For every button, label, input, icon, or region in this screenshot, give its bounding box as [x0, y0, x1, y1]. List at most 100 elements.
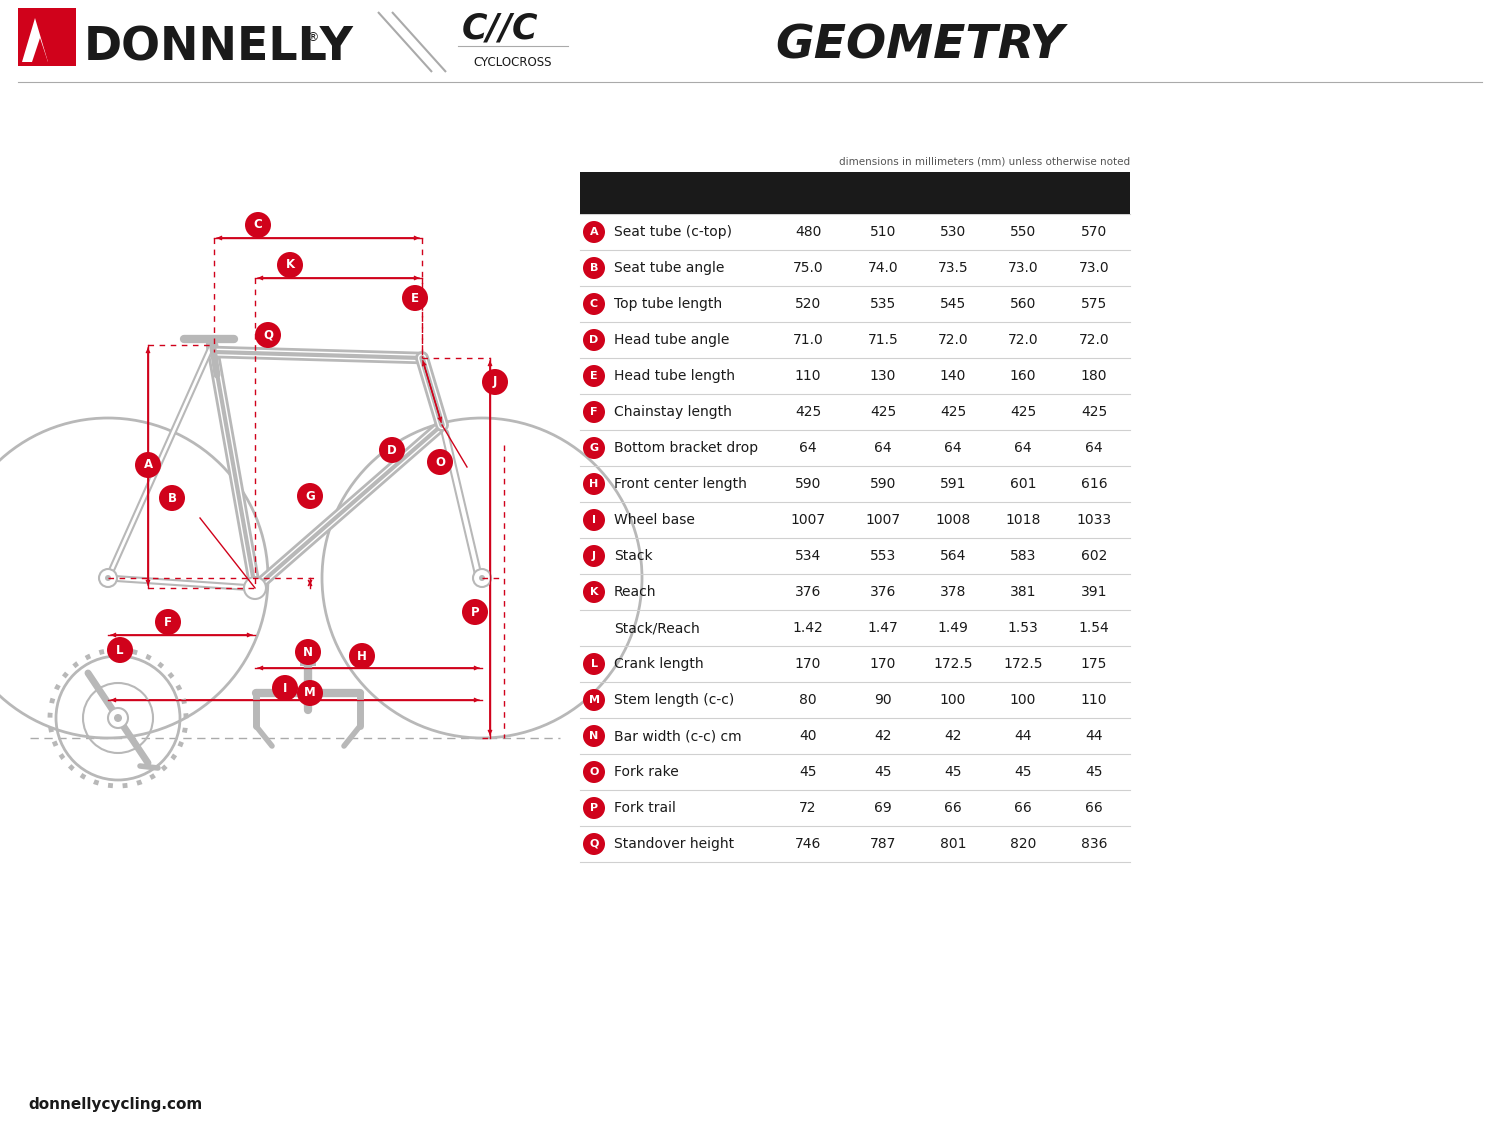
Text: DONNELLY: DONNELLY: [84, 25, 354, 70]
Text: Seat tube angle: Seat tube angle: [614, 261, 724, 275]
Text: 553: 553: [870, 549, 895, 563]
Text: 391: 391: [1080, 585, 1107, 599]
Circle shape: [108, 708, 128, 728]
Text: 160: 160: [1010, 369, 1036, 382]
Text: 71.0: 71.0: [792, 333, 824, 347]
Circle shape: [135, 452, 160, 478]
Text: M: M: [588, 695, 600, 705]
Circle shape: [472, 569, 490, 587]
Text: 381: 381: [1010, 585, 1036, 599]
Circle shape: [114, 714, 122, 722]
Text: B: B: [590, 263, 598, 274]
Text: L: L: [1017, 184, 1029, 202]
Text: 75.0: 75.0: [792, 261, 824, 275]
Text: Q: Q: [262, 328, 273, 342]
Text: 64: 64: [1014, 442, 1032, 455]
Text: 73.5: 73.5: [938, 261, 969, 275]
Text: L: L: [591, 659, 597, 669]
Text: M: M: [304, 687, 316, 699]
Circle shape: [255, 322, 280, 348]
Text: 72.0: 72.0: [938, 333, 969, 347]
Text: K: K: [590, 587, 598, 597]
Circle shape: [584, 365, 604, 387]
Polygon shape: [32, 37, 48, 62]
Text: Fork rake: Fork rake: [614, 765, 678, 779]
Text: Front center length: Front center length: [614, 477, 747, 491]
Circle shape: [584, 545, 604, 568]
Text: Seat tube (c-top): Seat tube (c-top): [614, 225, 732, 239]
Text: 535: 535: [870, 297, 895, 311]
Circle shape: [584, 689, 604, 711]
Text: 376: 376: [870, 585, 895, 599]
Circle shape: [584, 797, 604, 819]
Text: 172.5: 172.5: [1004, 657, 1042, 671]
Circle shape: [427, 449, 453, 476]
Circle shape: [297, 484, 322, 508]
Text: H: H: [357, 649, 368, 663]
Text: 64: 64: [874, 442, 892, 455]
Text: 64: 64: [1084, 442, 1102, 455]
Text: 44: 44: [1014, 729, 1032, 743]
Text: P: P: [471, 605, 480, 619]
Circle shape: [296, 639, 321, 665]
Text: 530: 530: [940, 225, 966, 239]
Text: 45: 45: [800, 765, 816, 779]
Circle shape: [350, 644, 375, 669]
Text: GEOMETRY: GEOMETRY: [776, 24, 1065, 68]
Text: 1.54: 1.54: [1078, 621, 1110, 634]
Text: Head tube angle: Head tube angle: [614, 333, 729, 347]
Text: 130: 130: [870, 369, 895, 382]
Text: 425: 425: [1082, 405, 1107, 419]
Text: O: O: [590, 767, 598, 777]
Text: 550: 550: [1010, 225, 1036, 239]
Text: ®: ®: [306, 32, 318, 44]
Text: 172.5: 172.5: [933, 657, 972, 671]
Text: 425: 425: [795, 405, 820, 419]
Text: K: K: [285, 259, 294, 271]
Text: 820: 820: [1010, 836, 1036, 851]
Text: 140: 140: [940, 369, 966, 382]
Circle shape: [482, 369, 508, 395]
Text: 45: 45: [1084, 765, 1102, 779]
Text: 534: 534: [795, 549, 820, 563]
Text: Crank length: Crank length: [614, 657, 704, 671]
Circle shape: [244, 577, 266, 599]
Text: CYCLOCROSS: CYCLOCROSS: [474, 56, 552, 68]
Text: F: F: [164, 615, 172, 629]
Circle shape: [584, 401, 604, 423]
Circle shape: [154, 609, 182, 634]
Text: 66: 66: [1014, 801, 1032, 815]
Text: 175: 175: [1082, 657, 1107, 671]
Text: donnellycycling.com: donnellycycling.com: [28, 1098, 202, 1112]
FancyBboxPatch shape: [580, 173, 1130, 215]
Text: Fork trail: Fork trail: [614, 801, 676, 815]
Circle shape: [584, 833, 604, 855]
Text: 170: 170: [795, 657, 820, 671]
Text: 42: 42: [945, 729, 962, 743]
Text: E: E: [411, 292, 419, 304]
Text: C//C: C//C: [462, 11, 538, 45]
Text: 510: 510: [870, 225, 895, 239]
Text: 45: 45: [874, 765, 891, 779]
Circle shape: [380, 437, 405, 463]
Text: Q: Q: [590, 839, 598, 849]
Text: F: F: [590, 407, 597, 417]
Text: 110: 110: [1080, 693, 1107, 707]
Text: 74.0: 74.0: [867, 261, 898, 275]
Circle shape: [99, 569, 117, 587]
Circle shape: [584, 760, 604, 783]
Text: 520: 520: [795, 297, 820, 311]
Text: 72.0: 72.0: [1078, 333, 1110, 347]
Text: 66: 66: [1084, 801, 1102, 815]
Text: P: P: [590, 802, 598, 813]
Text: 1033: 1033: [1077, 513, 1112, 527]
Text: A: A: [144, 459, 153, 471]
Text: 72: 72: [800, 801, 816, 815]
Text: C/C: C/C: [616, 184, 646, 202]
Text: 583: 583: [1010, 549, 1036, 563]
Circle shape: [478, 575, 484, 581]
FancyBboxPatch shape: [18, 8, 76, 66]
Text: 1007: 1007: [790, 513, 825, 527]
Circle shape: [297, 680, 322, 706]
Text: 64: 64: [800, 442, 818, 455]
